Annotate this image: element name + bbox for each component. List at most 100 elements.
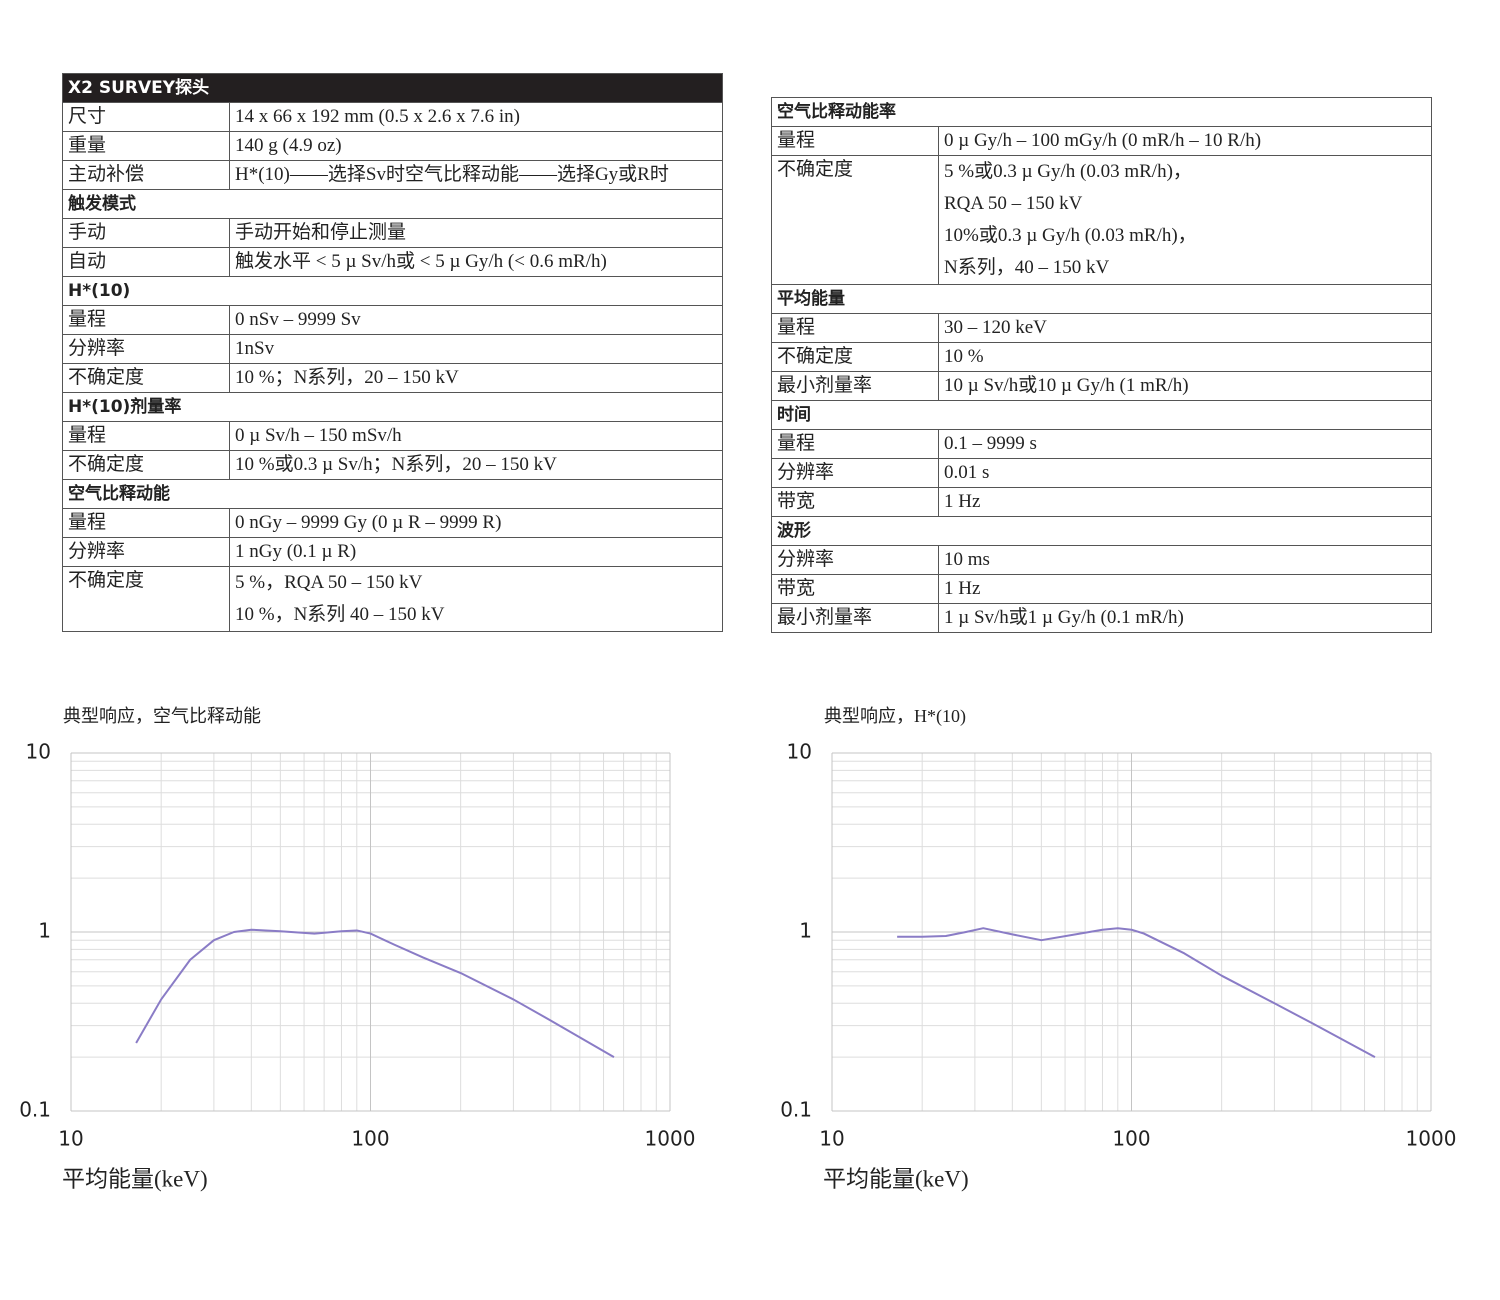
x-tick-label: 10 xyxy=(58,1127,83,1151)
spec-row: 量程 0 nGy – 9999 Gy (0 µ R – 9999 R) xyxy=(62,508,723,538)
spec-value-line: 0 µ Sv/h – 150 mSv/h xyxy=(235,425,402,446)
spec-row: 自动 触发水平 < 5 µ Sv/h或 < 5 µ Gy/h (< 0.6 mR/… xyxy=(62,247,723,277)
spec-row: 手动 手动开始和停止测量 xyxy=(62,218,723,248)
spec-row: 主动补偿 H*(10)——选择Sv时空气比释动能——选择Gy或R时 xyxy=(62,160,723,190)
spec-value-line: 30 – 120 keV xyxy=(944,317,1047,338)
spec-value: 0 µ Sv/h – 150 mSv/h xyxy=(229,421,723,451)
spec-row: 不确定度 10 %；N系列，20 – 150 kV xyxy=(62,363,723,393)
x-tick-label: 10 xyxy=(819,1127,844,1151)
section-title: H*(10)剂量率 xyxy=(62,392,723,422)
spec-label: 自动 xyxy=(62,247,230,277)
spec-value: 触发水平 < 5 µ Sv/h或 < 5 µ Gy/h (< 0.6 mR/h) xyxy=(229,247,723,277)
spec-row: 分辨率 1 nGy (0.1 µ R) xyxy=(62,537,723,567)
data-line xyxy=(135,928,615,1058)
spec-value: 0.01 s xyxy=(938,458,1432,488)
spec-row: 不确定度 10 %或0.3 µ Sv/h；N系列，20 – 150 kV xyxy=(62,450,723,480)
spec-row: 不确定度 5 %或0.3 µ Gy/h (0.03 mR/h)， RQA 50 – … xyxy=(771,155,1432,285)
spec-value: 0 nSv – 9999 Sv xyxy=(229,305,723,335)
x-tick-label: 100 xyxy=(351,1127,389,1151)
spec-row: 量程 0 nSv – 9999 Sv xyxy=(62,305,723,335)
spec-value-line: 5 %或0.3 µ Gy/h (0.03 mR/h)， xyxy=(944,161,1192,182)
spec-label: 尺寸 xyxy=(62,102,230,132)
spec-value-line: RQA 50 – 150 kV xyxy=(944,193,1083,214)
spec-value-line: 10 µ Sv/h或10 µ Gy/h (1 mR/h) xyxy=(944,375,1189,396)
spec-value-line: 5 %，RQA 50 – 150 kV xyxy=(235,572,423,593)
spec-value-line: 10%或0.3 µ Gy/h (0.03 mR/h)， xyxy=(944,225,1197,246)
spec-value: 14 x 66 x 192 mm (0.5 x 2.6 x 7.6 in) xyxy=(229,102,723,132)
x-tick-label: 1000 xyxy=(645,1127,696,1151)
section-row: H*(10)剂量率 xyxy=(62,392,723,422)
spec-value-line: 10 %，N系列 40 – 150 kV xyxy=(235,604,445,625)
spec-value-line: 14 x 66 x 192 mm (0.5 x 2.6 x 7.6 in) xyxy=(235,106,520,127)
spec-value: 30 – 120 keV xyxy=(938,313,1432,343)
x-tick-label: 100 xyxy=(1112,1127,1150,1151)
section-title: H*(10) xyxy=(62,276,723,306)
spec-value: 手动开始和停止测量 xyxy=(229,218,723,248)
y-tick-label: 1 xyxy=(799,919,812,943)
spec-value: 10 µ Sv/h或10 µ Gy/h (1 mR/h) xyxy=(938,371,1432,401)
spec-row: 最小剂量率 1 µ Sv/h或1 µ Gy/h (0.1 mR/h) xyxy=(771,603,1432,633)
spec-label: 分辨率 xyxy=(771,458,939,488)
spec-value: 5 %，RQA 50 – 150 kV 10 %，N系列 40 – 150 kV xyxy=(229,566,723,632)
spec-value: 1 µ Sv/h或1 µ Gy/h (0.1 mR/h) xyxy=(938,603,1432,633)
spec-label: 带宽 xyxy=(771,574,939,604)
spec-row: 分辨率 1nSv xyxy=(62,334,723,364)
spec-value-line: 0 µ Gy/h – 100 mGy/h (0 mR/h – 10 R/h) xyxy=(944,130,1262,151)
x-axis-label: 平均能量(keV) xyxy=(62,1166,208,1191)
spec-value: 1nSv xyxy=(229,334,723,364)
spec-value: 0 µ Gy/h – 100 mGy/h (0 mR/h – 10 R/h) xyxy=(938,126,1432,156)
spec-row: 最小剂量率 10 µ Sv/h或10 µ Gy/h (1 mR/h) xyxy=(771,371,1432,401)
spec-label: 不确定度 xyxy=(771,155,939,285)
spec-label: 分辨率 xyxy=(62,537,230,567)
spec-value-line: 0 nSv – 9999 Sv xyxy=(235,309,361,330)
spec-row: 不确定度 5 %，RQA 50 – 150 kV 10 %，N系列 40 – 150… xyxy=(62,566,723,632)
spec-value-line: 1 nGy (0.1 µ R) xyxy=(235,541,357,562)
spec-value-line: 1nSv xyxy=(235,338,275,359)
spec-value-line: 0 nGy – 9999 Gy (0 µ R – 9999 R) xyxy=(235,512,502,533)
spec-label: 最小剂量率 xyxy=(771,603,939,633)
spec-row: 量程 0 µ Sv/h – 150 mSv/h xyxy=(62,421,723,451)
spec-value-line: 1 Hz xyxy=(944,491,981,512)
y-tick-label: 1 xyxy=(38,919,51,943)
spec-value-line: 140 g (4.9 oz) xyxy=(235,135,342,156)
spec-value-line: 0.01 s xyxy=(944,462,990,483)
spec-row: 尺寸 14 x 66 x 192 mm (0.5 x 2.6 x 7.6 in) xyxy=(62,102,723,132)
spec-value-line: 触发水平 < 5 µ Sv/h或 < 5 µ Gy/h (< 0.6 mR/h) xyxy=(235,251,607,272)
spec-label: 分辨率 xyxy=(62,334,230,364)
spec-value-line: 1 µ Sv/h或1 µ Gy/h (0.1 mR/h) xyxy=(944,607,1184,628)
y-tick-label: 0.1 xyxy=(780,1098,812,1122)
x-axis-label: 平均能量(keV) xyxy=(823,1166,969,1191)
spec-row: 分辨率 0.01 s xyxy=(771,458,1432,488)
spec-value-line: N系列，40 – 150 kV xyxy=(944,257,1110,278)
spec-row: 带宽 1 Hz xyxy=(771,574,1432,604)
spec-value: 1 nGy (0.1 µ R) xyxy=(229,537,723,567)
spec-label: 手动 xyxy=(62,218,230,248)
spec-value-line: 手动开始和停止测量 xyxy=(235,222,407,243)
table-title: X2 SURVEY探头 xyxy=(62,73,723,103)
spec-value-line: 0.1 – 9999 s xyxy=(944,433,1037,454)
spec-label: 不确定度 xyxy=(62,450,230,480)
section-row: 平均能量 xyxy=(771,284,1432,314)
data-line xyxy=(897,927,1376,1058)
y-tick-label: 10 xyxy=(787,740,812,764)
spec-value-line: H*(10)——选择Sv时空气比释动能——选择Gy或R时 xyxy=(235,164,669,185)
spec-value: 5 %或0.3 µ Gy/h (0.03 mR/h)， RQA 50 – 150 … xyxy=(938,155,1432,285)
spec-value-line: 10 %或0.3 µ Sv/h；N系列，20 – 150 kV xyxy=(235,454,557,475)
y-tick-label: 0.1 xyxy=(19,1098,51,1122)
spec-value: 140 g (4.9 oz) xyxy=(229,131,723,161)
spec-table: 空气比释动能率 量程 0 µ Gy/h – 100 mGy/h (0 mR/h – … xyxy=(771,97,1432,633)
spec-value: 0 nGy – 9999 Gy (0 µ R – 9999 R) xyxy=(229,508,723,538)
section-row: H*(10) xyxy=(62,276,723,306)
header-row: X2 SURVEY探头 xyxy=(62,73,723,103)
spec-value-line: 10 %；N系列，20 – 150 kV xyxy=(235,367,459,388)
spec-value-line: 10 % xyxy=(944,346,984,367)
section-title: 平均能量 xyxy=(771,284,1432,314)
x-tick-label: 1000 xyxy=(1406,1127,1457,1151)
spec-label: 主动补偿 xyxy=(62,160,230,190)
spec-label: 不确定度 xyxy=(62,363,230,393)
spec-label: 最小剂量率 xyxy=(771,371,939,401)
y-tick-label: 10 xyxy=(26,740,51,764)
chart-title: 典型响应，H*(10) xyxy=(824,706,966,727)
